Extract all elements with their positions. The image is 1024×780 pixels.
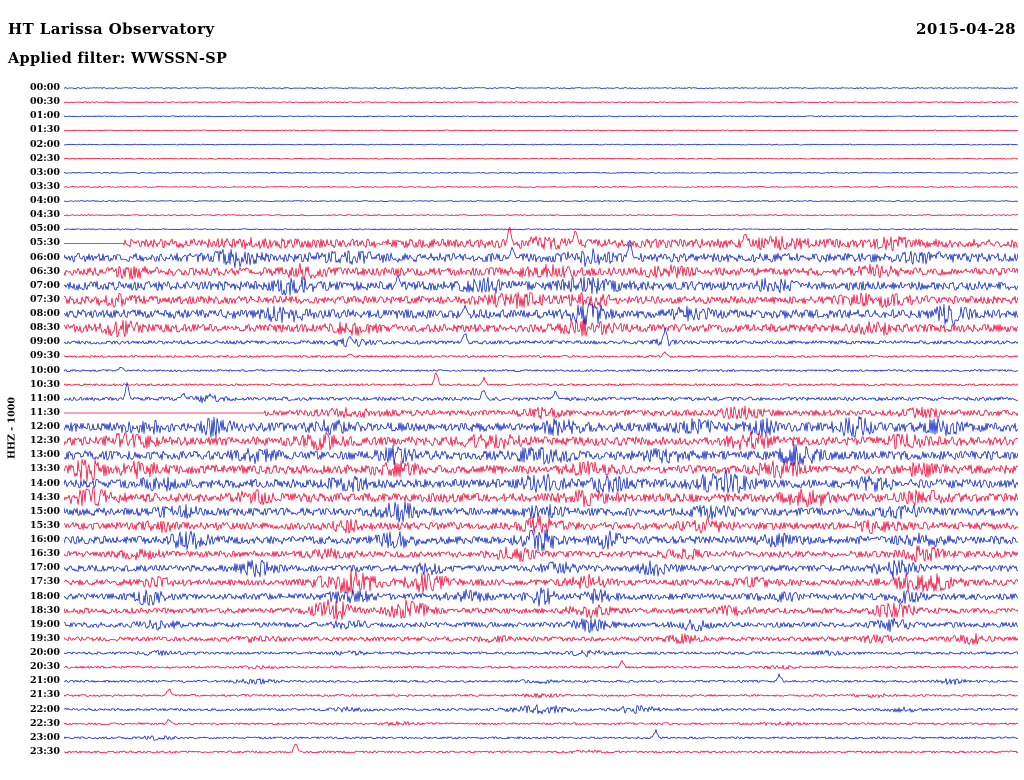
time-label: 01:30 bbox=[30, 124, 60, 136]
filter-label: Applied filter: WWSSN-SP bbox=[8, 50, 228, 67]
time-label: 14:00 bbox=[30, 477, 60, 489]
time-label: 11:00 bbox=[30, 392, 60, 404]
time-label: 07:00 bbox=[30, 279, 60, 291]
time-label: 02:00 bbox=[30, 138, 60, 150]
time-label: 23:30 bbox=[30, 745, 60, 757]
time-label: 10:30 bbox=[30, 378, 60, 390]
time-label: 15:00 bbox=[30, 505, 60, 517]
time-label: 06:00 bbox=[30, 251, 60, 263]
time-label: 16:00 bbox=[30, 534, 60, 546]
time-label: 23:00 bbox=[30, 731, 60, 743]
time-label: 09:30 bbox=[30, 350, 60, 362]
time-label: 13:30 bbox=[30, 463, 60, 475]
time-label: 10:00 bbox=[30, 364, 60, 376]
time-label: 21:30 bbox=[30, 689, 60, 701]
time-label: 01:00 bbox=[30, 110, 60, 122]
station-title: HT Larissa Observatory bbox=[8, 20, 215, 38]
time-label: 06:30 bbox=[30, 265, 60, 277]
time-label: 02:30 bbox=[30, 152, 60, 164]
time-label: 00:00 bbox=[30, 82, 60, 94]
time-label: 15:30 bbox=[30, 519, 60, 531]
time-label: 08:00 bbox=[30, 308, 60, 320]
time-label: 22:00 bbox=[30, 703, 60, 715]
time-label: 18:30 bbox=[30, 604, 60, 616]
time-label: 21:00 bbox=[30, 675, 60, 687]
time-label: 09:00 bbox=[30, 336, 60, 348]
time-label: 04:00 bbox=[30, 195, 60, 207]
time-label: 22:30 bbox=[30, 717, 60, 729]
seismogram-traces-canvas bbox=[64, 81, 1018, 759]
time-label: 03:30 bbox=[30, 180, 60, 192]
time-label: 17:00 bbox=[30, 562, 60, 574]
time-label: 19:00 bbox=[30, 618, 60, 630]
time-label: 08:30 bbox=[30, 322, 60, 334]
time-label: 03:00 bbox=[30, 166, 60, 178]
time-label: 04:30 bbox=[30, 209, 60, 221]
time-label: 16:30 bbox=[30, 548, 60, 560]
time-label: 12:00 bbox=[30, 421, 60, 433]
time-label: 13:00 bbox=[30, 449, 60, 461]
plot-date: 2015-04-28 bbox=[916, 20, 1016, 38]
time-label: 17:30 bbox=[30, 576, 60, 588]
time-label: 14:30 bbox=[30, 491, 60, 503]
time-label: 00:30 bbox=[30, 96, 60, 108]
time-label: 11:30 bbox=[30, 406, 60, 418]
time-label: 18:00 bbox=[30, 590, 60, 602]
time-label: 05:30 bbox=[30, 237, 60, 249]
time-label: 19:30 bbox=[30, 632, 60, 644]
time-label: 20:30 bbox=[30, 661, 60, 673]
time-label: 05:00 bbox=[30, 223, 60, 235]
time-label: 12:30 bbox=[30, 435, 60, 447]
time-label: 20:00 bbox=[30, 647, 60, 659]
time-label: 07:30 bbox=[30, 293, 60, 305]
